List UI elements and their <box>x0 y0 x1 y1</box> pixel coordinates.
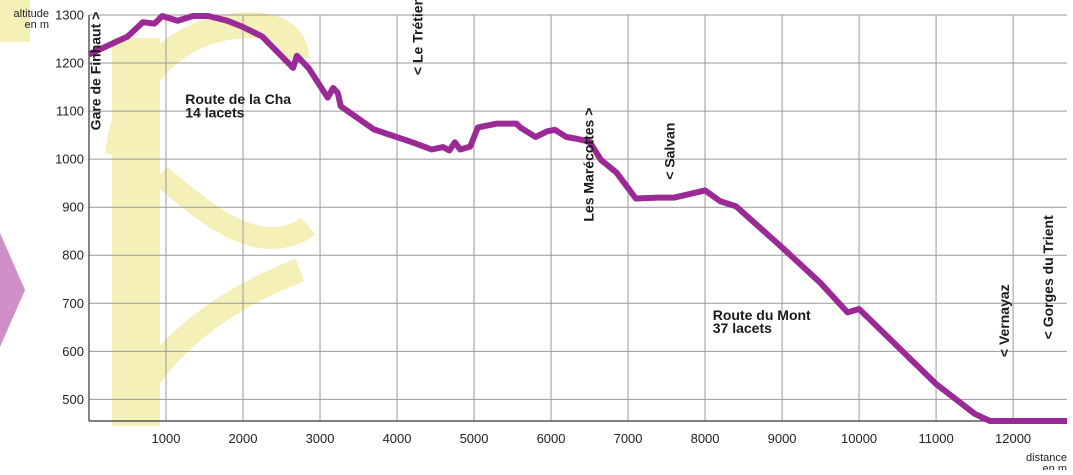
x-tick-label: 6000 <box>537 431 566 446</box>
x-tick-label: 2000 <box>229 431 258 446</box>
y-axis-unit: en m <box>25 19 49 31</box>
watermark-lower-arc <box>114 258 305 425</box>
y-tick-label: 1200 <box>55 56 84 71</box>
y-tick-label: 600 <box>62 344 84 359</box>
y-tick-label: 1300 <box>55 8 84 23</box>
place-annotation: Route de la Cha <box>185 91 291 107</box>
place-annotation: Gare de Finhaut > <box>88 12 104 131</box>
watermark-corner-block <box>0 0 30 42</box>
place-annotation: Les Marécottes > <box>580 108 596 222</box>
y-tick-label: 500 <box>62 392 84 407</box>
axes-layer: 500 600 700 800 900 1000 1100 1200 1300 1000 2000 3… <box>14 8 1067 475</box>
place-annotation: < Salvan <box>661 123 677 180</box>
y-axis-label: altitude <box>14 8 49 20</box>
x-tick-label: 12000 <box>995 431 1031 446</box>
y-tick-label: 1100 <box>56 104 84 119</box>
watermark-middle-arc <box>152 166 316 250</box>
x-tick-label: 9000 <box>768 431 797 446</box>
x-tick-label: 4000 <box>383 431 412 446</box>
altitude-series-line <box>87 13 1067 424</box>
place-annotation: < Le Trétien <box>409 0 425 75</box>
x-tick-label: 7000 <box>614 431 643 446</box>
place-annotation: < Gorges du Trient <box>1040 215 1056 339</box>
y-tick-label: 900 <box>62 200 84 215</box>
place-annotation: Route du Mont <box>713 307 811 323</box>
side-arrow-icon <box>0 233 25 347</box>
x-tick-label: 3000 <box>306 431 335 446</box>
x-axis-unit: en m <box>1043 463 1067 470</box>
y-tick-label: 700 <box>62 296 84 311</box>
series-layer <box>87 13 1067 424</box>
x-tick-label: 10000 <box>841 431 877 446</box>
y-tick-label: 1000 <box>55 152 84 167</box>
x-tick-label: 5000 <box>460 431 489 446</box>
x-axis-label: distance <box>1026 452 1067 464</box>
place-annotation: < Vernayaz <box>996 284 1012 357</box>
x-tick-label: 1000 <box>152 431 181 446</box>
x-tick-label: 11000 <box>918 431 953 446</box>
watermark-upper-arc <box>105 11 309 157</box>
decoration-layer <box>0 0 316 426</box>
place-annotation: 14 lacets <box>185 104 244 120</box>
y-tick-label: 800 <box>62 248 84 263</box>
place-annotation: 37 lacets <box>713 320 772 336</box>
x-tick-label: 8000 <box>691 431 720 446</box>
